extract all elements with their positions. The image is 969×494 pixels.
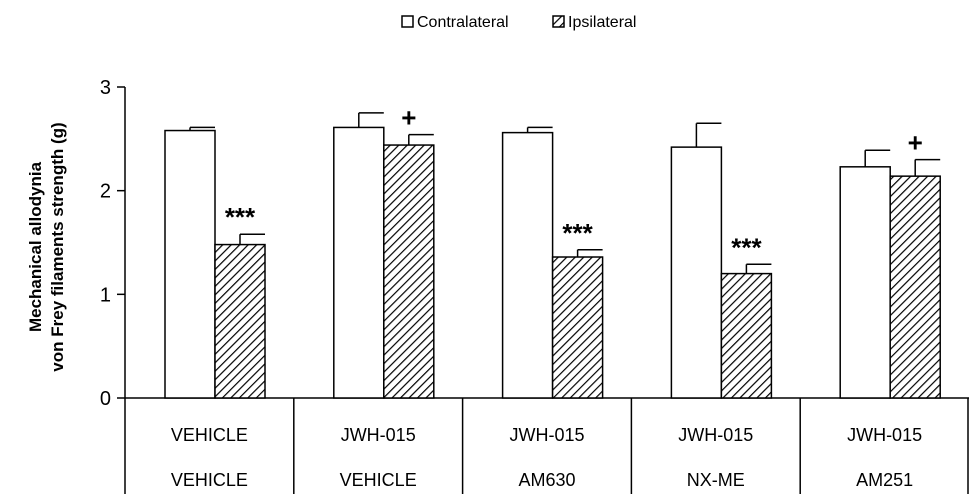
y-axis-label-line-2: von Frey filaments strength (g) bbox=[48, 122, 67, 371]
bar-contralateral-1 bbox=[333, 126, 385, 399]
significance-annotation-4: + bbox=[908, 128, 923, 158]
legend-label-ipsilateral: Ipsilateral bbox=[568, 14, 636, 31]
y-axis-label-line-1: Mechanical allodynia bbox=[26, 161, 45, 332]
category-label-row1-4: JWH-015 bbox=[847, 425, 922, 445]
category-label-row2-0: VEHICLE bbox=[171, 470, 248, 490]
y-tick-label-2: 2 bbox=[100, 181, 111, 203]
significance-annotation-0: *** bbox=[225, 202, 256, 232]
legend-swatch-contralateral bbox=[401, 15, 414, 28]
significance-annotation-3: *** bbox=[731, 232, 762, 262]
category-label-row2-3: NX-ME bbox=[687, 470, 745, 490]
bar-ipsilateral-2 bbox=[551, 256, 604, 399]
bar-ipsilateral-1 bbox=[383, 144, 435, 399]
error-bars bbox=[189, 112, 941, 274]
legend-swatch-ipsilateral bbox=[552, 15, 565, 28]
category-label-row1-2: JWH-015 bbox=[509, 425, 584, 445]
category-label-row2-2: AM630 bbox=[518, 470, 575, 490]
y-tick-label-1: 1 bbox=[100, 284, 111, 306]
category-label-row1-3: JWH-015 bbox=[678, 425, 753, 445]
bar-ipsilateral-4 bbox=[889, 175, 941, 399]
x-axis-table: VEHICLE VEHICLE JWH-015 VEHICLE JWH-015 AM630… bbox=[124, 398, 969, 494]
y-axis-label: Mechanical allodynia von Frey filaments … bbox=[26, 122, 67, 371]
category-label-row1-1: JWH-015 bbox=[341, 425, 416, 445]
category-label-row2-1: VEHICLE bbox=[340, 470, 417, 490]
bar-ipsilateral-3 bbox=[720, 272, 773, 399]
bar-contralateral-2 bbox=[501, 131, 554, 399]
legend-label-contralateral: Contralateral bbox=[417, 14, 509, 31]
y-tick-label-3: 3 bbox=[100, 77, 111, 99]
bar-contralateral-3 bbox=[670, 146, 723, 399]
significance-annotation-2: *** bbox=[562, 218, 593, 248]
bars bbox=[164, 126, 941, 399]
category-label-row2-4: AM251 bbox=[856, 470, 913, 490]
y-tick-label-0: 0 bbox=[100, 388, 111, 410]
bar-ipsilateral-0 bbox=[214, 243, 266, 399]
annotations: *** + *** *** + bbox=[225, 103, 923, 263]
significance-annotation-1: + bbox=[401, 103, 416, 133]
category-label-row1-0: VEHICLE bbox=[171, 425, 248, 445]
bar-contralateral-0 bbox=[164, 129, 216, 399]
legend: Contralateral Ipsilateral bbox=[401, 14, 636, 31]
bar-contralateral-4 bbox=[839, 166, 891, 399]
